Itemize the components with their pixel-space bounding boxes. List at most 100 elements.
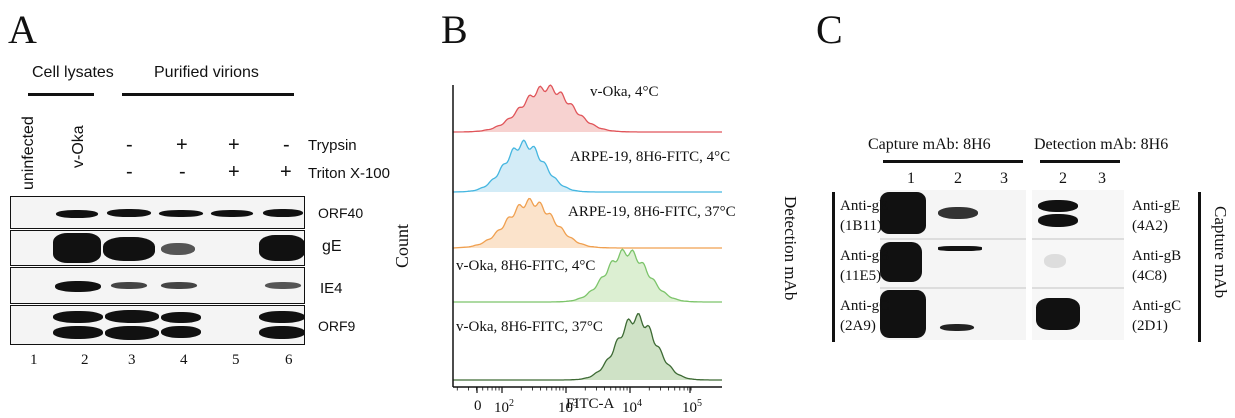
band [161, 326, 201, 338]
trypsin-sign: - [283, 134, 290, 156]
histogram-curve [453, 313, 722, 381]
band [938, 246, 982, 251]
band [1036, 298, 1080, 330]
x-tick-label: 0 [474, 398, 482, 414]
x-tick-label: 102 [494, 398, 514, 416]
cell-lysates-underline [28, 93, 94, 96]
row-label-left: Anti-gC (2A9) [840, 298, 890, 334]
detection-header-underline [1040, 160, 1120, 163]
panel-a-letter: A [8, 7, 37, 52]
x-tick-label: 103 [558, 398, 578, 416]
band [107, 209, 151, 217]
lane-number: 5 [232, 352, 240, 368]
histogram-fill [453, 140, 722, 192]
band [211, 210, 253, 217]
trypsin-sign: + [228, 134, 240, 156]
band [161, 312, 201, 323]
histogram-curve [452, 139, 722, 193]
purified-virions-underline [122, 93, 294, 96]
band [105, 326, 159, 340]
lane-number: 2 [81, 352, 89, 368]
triton-sign: - [179, 161, 186, 183]
blot-ge [10, 230, 305, 266]
blot-orf40 [10, 196, 305, 229]
band [56, 210, 98, 218]
flow-histogram-plot [452, 84, 722, 393]
blot-label-ie4: IE4 [320, 280, 343, 297]
row-label-right: Anti-gC (2D1) [1132, 298, 1182, 334]
lane-label-uninfected: uninfected [20, 116, 37, 190]
band [940, 324, 974, 331]
band [111, 282, 147, 289]
histogram-fill [453, 249, 722, 302]
detection-header: Detection mAb: 8H6 [1034, 136, 1169, 153]
blot-orf9 [10, 305, 305, 345]
band [880, 192, 926, 234]
band [161, 282, 197, 289]
row-label-left: Anti-gE (1B11) [840, 198, 889, 234]
histogram-fill [453, 198, 722, 248]
band [55, 281, 101, 292]
blot-label-ge: gE [322, 238, 342, 255]
x-axis-label: FITC-A [566, 396, 615, 412]
band [1038, 200, 1078, 212]
band [263, 209, 303, 217]
treatment-label-trypsin: Trypsin [308, 137, 357, 154]
left-side-label: Detection mAb [781, 196, 800, 301]
x-tick-label: 104 [622, 398, 642, 416]
lane-number: 3 [128, 352, 136, 368]
blot-detection-8h6 [1032, 190, 1124, 340]
row-label-left: Anti-gB (11E5) [840, 248, 890, 284]
triton-sign: - [126, 161, 133, 183]
band [53, 233, 101, 263]
histogram-fill [453, 85, 722, 132]
lane-label-voka: v-Oka [70, 125, 87, 168]
lane-number: 3 [1098, 170, 1106, 187]
lane-number: 1 [907, 170, 915, 187]
x-tick-label: 105 [682, 398, 702, 416]
lane-number: 2 [954, 170, 962, 187]
band [161, 243, 195, 255]
group-label-cell-lysates: Cell lysates [32, 64, 114, 81]
band [259, 311, 304, 323]
trypsin-sign: + [176, 134, 188, 156]
histogram-label: v-Oka, 8H6-FITC, 37°C [456, 319, 603, 335]
band [938, 207, 978, 219]
y-axis-label: Count [392, 223, 412, 268]
panel-b-letter: B [441, 7, 468, 52]
histogram-label: ARPE-19, 8H6-FITC, 4°C [570, 149, 731, 165]
capture-mab-bracket [1198, 192, 1201, 342]
capture-header-underline [883, 160, 1023, 163]
blot-label-orf9: ORF9 [318, 318, 356, 334]
capture-header: Capture mAb: 8H6 [868, 136, 991, 153]
blot-label-orf40: ORF40 [318, 205, 364, 221]
band [259, 235, 304, 261]
row-label-right: Anti-gE (4A2) [1132, 198, 1181, 234]
group-label-purified-virions: Purified virions [154, 64, 259, 81]
band [880, 290, 926, 338]
band [1044, 254, 1066, 268]
histogram-label: v-Oka, 8H6-FITC, 4°C [456, 258, 596, 274]
band [53, 326, 103, 339]
lane-number: 4 [180, 352, 188, 368]
band [259, 326, 304, 339]
blot-capture-8h6 [880, 190, 1026, 340]
band [103, 237, 155, 261]
right-side-label: Capture mAb [1211, 206, 1230, 299]
band [159, 210, 203, 217]
histogram-curve [452, 197, 722, 249]
detection-mab-bracket [832, 192, 835, 342]
band [1038, 214, 1078, 227]
band [53, 311, 103, 323]
band [105, 310, 159, 323]
histogram-label: ARPE-19, 8H6-FITC, 37°C [568, 204, 736, 220]
triton-sign: + [228, 161, 240, 183]
lane-number: 6 [285, 352, 293, 368]
band [880, 242, 922, 282]
lane-number: 1 [30, 352, 38, 368]
histogram-curve [452, 84, 722, 133]
panel-c-letter: C [816, 7, 843, 52]
histogram-label: v-Oka, 4°C [590, 84, 659, 100]
lane-number: 3 [1000, 170, 1008, 187]
triton-sign: + [280, 161, 292, 183]
